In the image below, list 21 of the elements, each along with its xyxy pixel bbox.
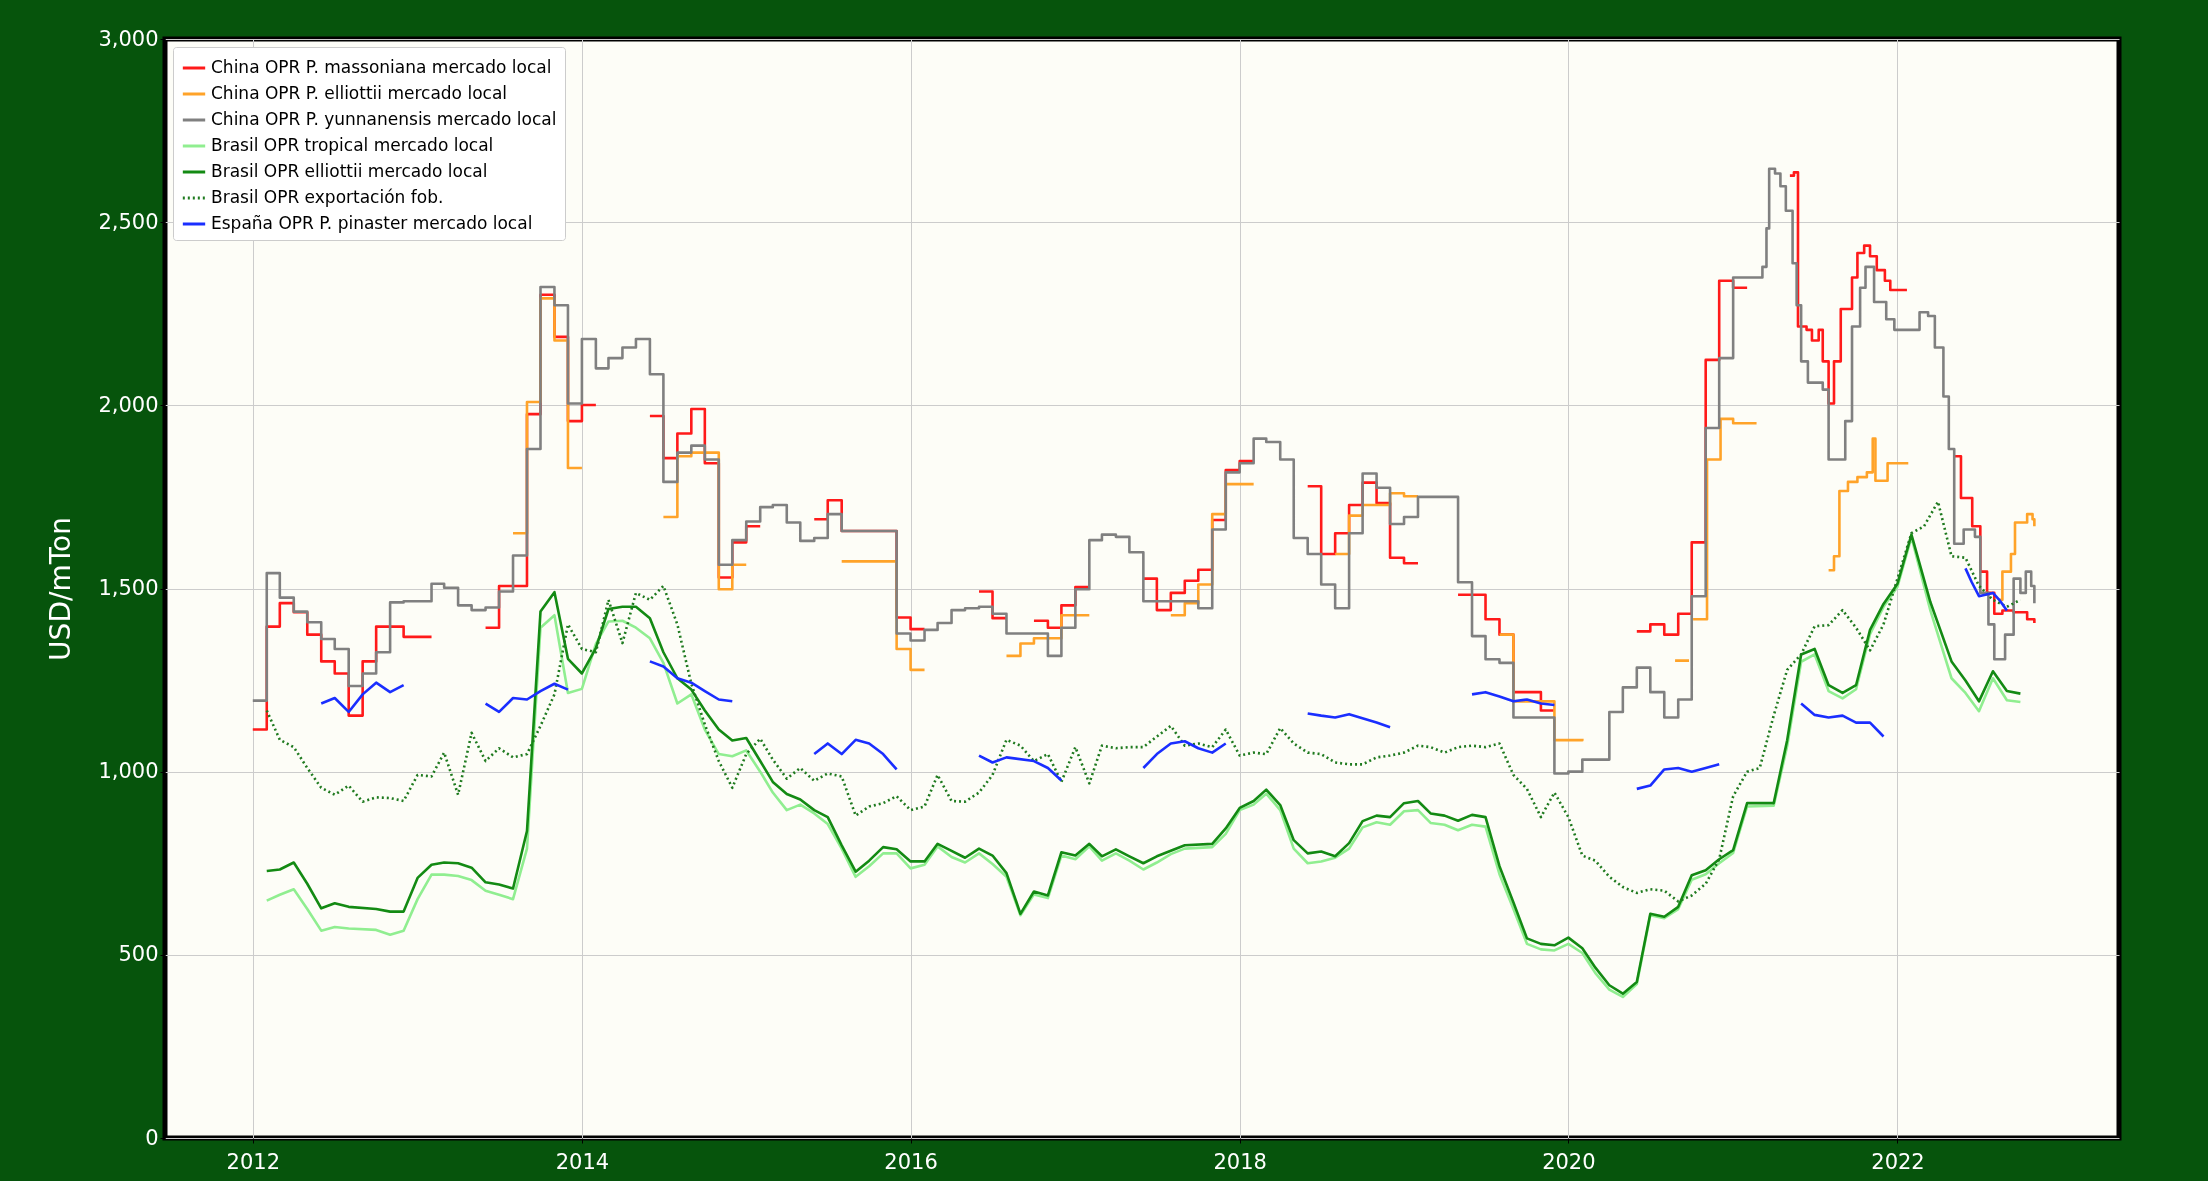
legend-label: China OPR P. yunnanensis mercado local (211, 109, 557, 129)
x-tick-label: 2014 (555, 1149, 610, 1174)
y-tick-label: 2,500 (98, 209, 159, 234)
y-tick-label: 2,000 (98, 392, 159, 417)
legend-label: China OPR P. massoniana mercado local (211, 57, 552, 77)
x-tick-label: 2012 (226, 1149, 281, 1174)
legend-label: China OPR P. elliottii mercado local (211, 83, 508, 103)
x-tick-label: 2022 (1871, 1149, 1925, 1174)
y-tick-label: 3,000 (98, 26, 159, 51)
legend-label: Brasil OPR elliottii mercado local (211, 161, 488, 181)
legend-label: Brasil OPR tropical mercado local (211, 135, 494, 155)
x-tick-label: 2018 (1213, 1149, 1267, 1174)
x-tick-label: 2016 (884, 1149, 938, 1174)
legend-label: España OPR P. pinaster mercado local (211, 213, 533, 233)
legend-label: Brasil OPR exportación fob. (211, 187, 444, 207)
x-tick-label: 2020 (1542, 1149, 1596, 1174)
y-tick-label: 0 (145, 1125, 159, 1150)
y-tick-label: 1,000 (98, 759, 159, 784)
y-tick-label: 1,500 (98, 576, 159, 600)
y-tick-label: 500 (118, 942, 159, 967)
y-axis-title: USD/mTon (44, 517, 78, 661)
